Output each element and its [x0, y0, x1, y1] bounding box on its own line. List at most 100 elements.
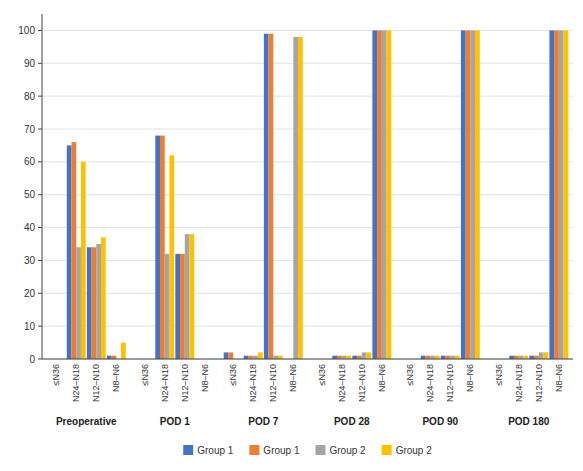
bar [544, 352, 549, 359]
y-tick-label: 50 [24, 189, 36, 200]
x-tick-label: N12–N10 [268, 364, 278, 402]
bar [475, 30, 480, 359]
bar [559, 30, 564, 359]
x-tick-label: N12–N10 [534, 364, 544, 402]
legend-item: Group 2 [316, 445, 367, 456]
legend-swatch [316, 445, 326, 455]
x-tick-label: N12–N10 [180, 364, 190, 402]
bar [461, 30, 466, 359]
legend-item: Group 1 [249, 445, 300, 456]
bar [549, 30, 554, 359]
grid-line [42, 161, 573, 162]
bar [96, 244, 101, 359]
period-label: POD 90 [422, 416, 458, 427]
bar [165, 254, 170, 359]
y-tick-label: 0 [29, 354, 35, 365]
y-tick [38, 293, 42, 294]
bar [367, 352, 372, 359]
y-tick [38, 129, 42, 130]
bar [160, 136, 165, 359]
legend-swatch [382, 445, 392, 455]
grid-line [42, 326, 573, 327]
bar [121, 343, 126, 359]
bar [264, 34, 269, 359]
x-tick-label: N24–N18 [248, 364, 258, 402]
bar [180, 254, 185, 359]
legend-swatch [183, 445, 193, 455]
period-label: POD 28 [334, 416, 370, 427]
y-tick [38, 359, 42, 360]
x-tick-label: N12–N10 [91, 364, 101, 402]
bar [377, 30, 382, 359]
x-tick-label: ≤N36 [140, 364, 150, 385]
bar [372, 30, 377, 359]
bar [298, 37, 303, 359]
x-tick-label: N24–N18 [337, 364, 347, 402]
x-tick-label: N8–N6 [377, 364, 387, 392]
bar [564, 30, 569, 359]
bar [554, 30, 559, 359]
x-tick-label: N24–N18 [71, 364, 81, 402]
y-tick [38, 96, 42, 97]
bar [382, 30, 387, 359]
period-label: POD 1 [160, 416, 190, 427]
y-tick [38, 161, 42, 162]
bar [101, 237, 106, 359]
bar [76, 247, 81, 359]
x-tick-label: N24–N18 [160, 364, 170, 402]
x-tick-label: N24–N18 [514, 364, 524, 402]
bar [169, 155, 174, 359]
bar [362, 352, 367, 359]
bar [224, 352, 229, 359]
bars [67, 30, 568, 359]
chart: 0102030405060708090100≤N36N24–N18N12–N10… [0, 0, 583, 471]
x-tick-label: ≤N36 [228, 364, 238, 385]
grid-line [42, 260, 573, 261]
period-label: Preoperative [56, 416, 117, 427]
y-tick [38, 260, 42, 261]
grid-line [42, 293, 573, 294]
bar [87, 247, 92, 359]
x-tick-label: N8–N6 [200, 364, 210, 392]
bar [81, 162, 86, 359]
grid-line [42, 30, 573, 31]
x-tick-label: ≤N36 [405, 364, 415, 385]
legend-label: Group 2 [330, 445, 367, 456]
grid-line [42, 359, 573, 360]
x-tick-label: N8–N6 [554, 364, 564, 392]
x-tick-label: ≤N36 [317, 364, 327, 385]
y-tick [38, 30, 42, 31]
y-tick [38, 227, 42, 228]
x-tick-label: N8–N6 [465, 364, 475, 392]
y-axis [42, 14, 43, 359]
period-label: POD 7 [248, 416, 278, 427]
y-tick [38, 326, 42, 327]
bar [258, 352, 263, 359]
bar [293, 37, 298, 359]
x-tick-label: N8–N6 [111, 364, 121, 392]
y-tick-label: 80 [24, 91, 36, 102]
legend-item: Group 2 [382, 445, 433, 456]
bar [155, 136, 160, 359]
legend-item: Group 1 [183, 445, 234, 456]
grid-line [42, 194, 573, 195]
y-tick-label: 30 [24, 255, 36, 266]
y-tick-label: 100 [18, 25, 35, 36]
bar [269, 34, 274, 359]
bar [72, 142, 77, 359]
y-tick-label: 10 [24, 321, 36, 332]
x-tick-label: N12–N10 [445, 364, 455, 402]
bar [185, 234, 190, 359]
grid-line [42, 63, 573, 64]
grid-line [42, 227, 573, 228]
bar [92, 247, 97, 359]
bar [228, 352, 233, 359]
legend: Group 1 Group 1 Group 2 Group 2 [183, 445, 432, 456]
bar [175, 254, 180, 359]
grid-line [42, 96, 573, 97]
bar [470, 30, 475, 359]
x-tick-label: N24–N18 [425, 364, 435, 402]
grid [42, 30, 573, 359]
bar [539, 352, 544, 359]
x-tick-label: ≤N36 [51, 364, 61, 385]
